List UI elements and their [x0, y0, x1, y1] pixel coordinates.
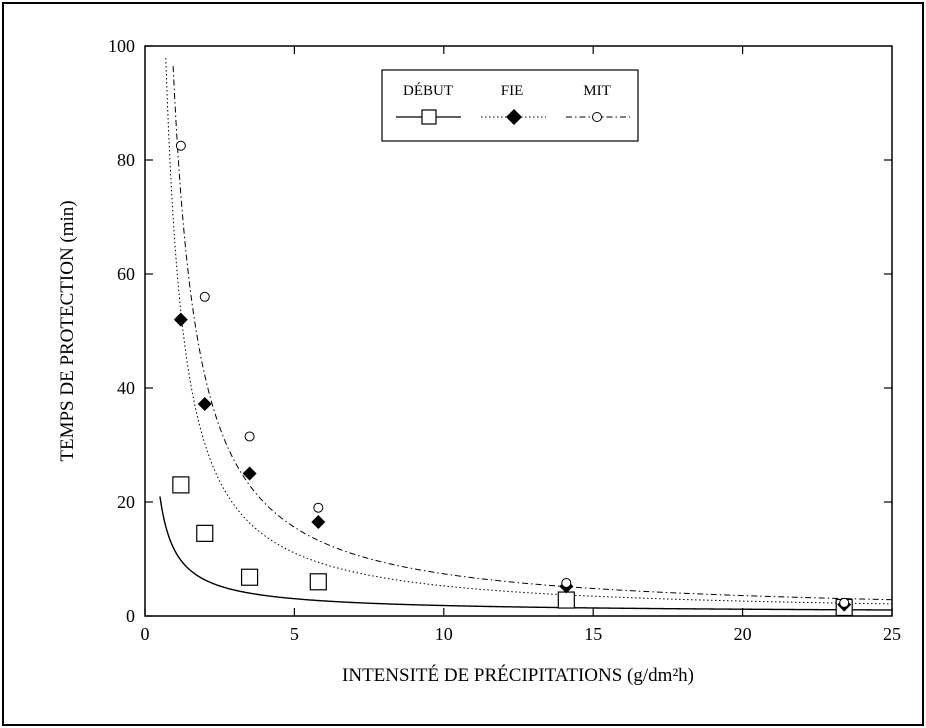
- x-tick-label: 10: [435, 624, 453, 644]
- y-axis-label: TEMPS DE PROTECTION (min): [57, 200, 78, 461]
- marker-mit: [244, 431, 255, 442]
- y-tick-label: 80: [117, 150, 135, 170]
- marker-dbut: [196, 524, 214, 542]
- x-tick-label: 20: [734, 624, 752, 644]
- legend-label-mit: MIT: [583, 83, 611, 99]
- marker-mit: [175, 140, 186, 151]
- legend-marker-fie: [506, 109, 522, 125]
- marker-mit: [561, 577, 572, 588]
- x-tick-label: 5: [290, 624, 299, 644]
- x-tick-label: 15: [584, 624, 602, 644]
- legend-marker-debut: [421, 109, 437, 125]
- legend-box: [381, 69, 639, 142]
- marker-dbut: [309, 573, 327, 591]
- x-axis-label: INTENSITÉ DE PRÉCIPITATIONS (g/dm²h): [342, 664, 694, 686]
- fit-curves: [159, 58, 893, 611]
- fit-curve-dbut: [159, 496, 892, 611]
- marker-fie: [197, 396, 212, 411]
- fit-curve-mit: [172, 66, 893, 601]
- legend-label-debut: DÉBUT: [403, 82, 453, 99]
- marker-dbut: [240, 568, 259, 586]
- marker-fie: [242, 466, 257, 481]
- axis-ticks: 0 5 10 15 20 25 0 20 40 60 80 100: [108, 36, 901, 644]
- legend-marker-mit: [592, 112, 602, 122]
- legend: DÉBUT FIE MIT: [381, 69, 639, 142]
- marker-fie: [311, 514, 326, 529]
- y-tick-label: 20: [117, 492, 135, 512]
- marker-mit: [839, 597, 850, 608]
- y-tick-label: 40: [117, 378, 135, 398]
- y-tick-label: 0: [126, 606, 135, 626]
- marker-dbut: [172, 476, 190, 494]
- x-tick-label: 25: [883, 624, 901, 644]
- legend-label-fie: FIE: [501, 83, 524, 99]
- x-tick-label: 0: [141, 624, 150, 644]
- plot-frame: [144, 45, 893, 617]
- marker-dbut: [557, 591, 575, 609]
- marker-mit: [199, 291, 210, 302]
- y-tick-label: 60: [117, 264, 135, 284]
- y-tick-label: 100: [108, 36, 135, 56]
- marker-mit: [313, 502, 324, 513]
- marker-fie: [173, 312, 188, 327]
- data-markers: [172, 140, 853, 617]
